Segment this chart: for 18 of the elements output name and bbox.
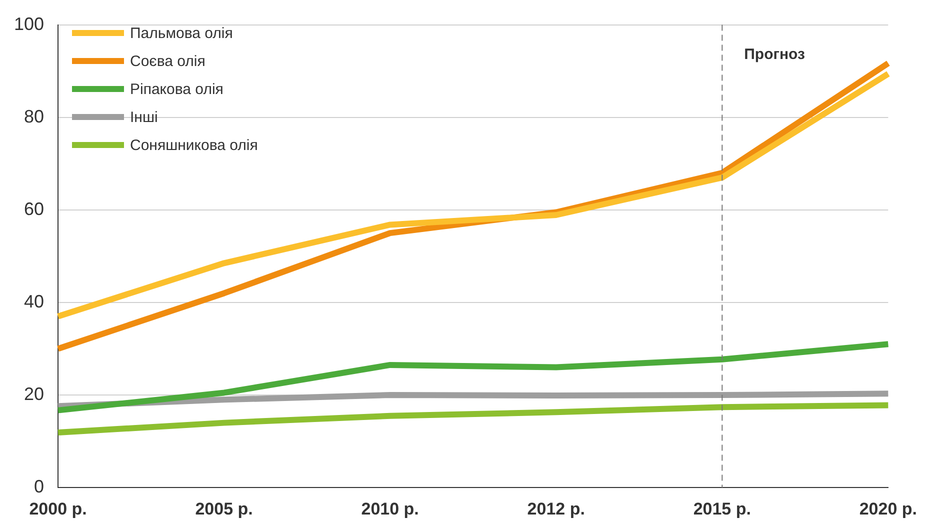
legend-label: Соєва олія — [130, 52, 206, 70]
ref-line-label: Прогноз — [744, 46, 805, 63]
y-tick-label: 40 — [24, 291, 44, 312]
x-tick-label: 2010 р. — [361, 499, 419, 518]
y-tick-label: 80 — [24, 106, 44, 126]
x-tick-label: 2020 р. — [859, 499, 918, 518]
y-tick-label: 60 — [24, 198, 44, 219]
x-tick-label: 2012 р. — [527, 499, 585, 518]
x-tick-label: 2000 р. — [29, 499, 87, 518]
y-tick-label: 0 — [34, 476, 44, 497]
x-tick-label: 2015 р. — [693, 499, 751, 518]
legend-label: Соняшникова олія — [130, 136, 258, 154]
y-tick-label: 20 — [24, 384, 44, 404]
legend-label: Ріпакова олія — [130, 80, 224, 98]
legend-label: Пальмова олія — [130, 24, 233, 42]
legend-label: Інші — [130, 108, 158, 126]
x-tick-label: 2005 р. — [195, 499, 253, 518]
y-tick-label: 100 — [14, 14, 44, 34]
